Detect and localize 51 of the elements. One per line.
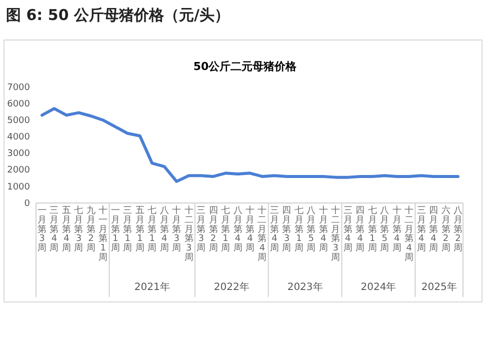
x-tick-label: 十二月第3周	[184, 205, 194, 263]
x-tick-label: 四月第3周	[282, 206, 292, 254]
x-tick-label: 三月第3周	[196, 206, 206, 254]
y-tick-label: 2000	[7, 166, 30, 176]
x-tick-label: 七月第1周	[294, 205, 304, 254]
x-tick-label: 三月第4周	[343, 206, 352, 254]
x-tick-label: 十一月第1周	[98, 205, 108, 263]
text: 2025年	[421, 281, 457, 293]
y-tick-label: 6000	[7, 99, 30, 110]
y-tick-label: 5000	[7, 116, 30, 126]
x-tick-label: 三月第1周	[123, 206, 132, 254]
x-tick-label: 十月第3周	[172, 205, 182, 254]
x-tick-label: 四月第2周	[208, 206, 218, 254]
x-tick-label: 六月第2周	[441, 205, 450, 254]
y-tick-label: 3000	[7, 149, 30, 160]
y-tick-label: 7000	[7, 82, 30, 93]
x-tick-label: 八月第5周	[380, 205, 390, 254]
chart-title: 图 6: 50 公斤母猪价格（元/头）	[6, 6, 230, 24]
x-tick-label: 十二月第4周	[404, 205, 414, 263]
x-tick-label: 五月第1周	[135, 206, 144, 254]
y-tick-label: 1000	[7, 182, 30, 192]
text: 2021年	[134, 281, 170, 293]
text: 2023年	[287, 281, 323, 293]
x-tick-label: 一月第3周	[38, 206, 46, 254]
x-tick-label: 七月第1周	[368, 205, 377, 254]
x-tick-label: 八月第4周	[233, 205, 242, 254]
x-tick-label: 七月第1周	[221, 205, 230, 254]
x-tick-label: 三月第4周	[50, 206, 59, 254]
x-tick-label: 三月第4周	[416, 206, 426, 254]
x-tick-label: 五月第4周	[62, 206, 71, 254]
line-series	[40, 107, 460, 183]
x-tick-label: 十月第4周	[246, 205, 254, 254]
x-tick-label: 八月第5周	[306, 205, 316, 254]
x-tick-label: 一月第1周	[110, 206, 120, 254]
x-tick-label: 九月第2周	[86, 205, 96, 254]
chart-subtitle: 50公斤二元母猪价格	[193, 60, 298, 73]
x-tick-label: 十月第4周	[392, 205, 402, 254]
x-tick-label: 四月第4周	[429, 206, 438, 254]
x-tick-label: 八月第4周	[160, 205, 169, 254]
x-tick-label: 十二月第4周	[258, 205, 267, 263]
x-tick-label: 四月第4周	[356, 206, 365, 254]
text: 2024年	[360, 281, 396, 293]
y-tick-label: 0	[24, 198, 30, 209]
x-tick-label: 七月第3周	[74, 205, 84, 254]
text: 2022年	[214, 281, 250, 293]
x-tick-label: 八月第2周	[454, 205, 462, 254]
x-tick-label: 七月第1周	[148, 205, 157, 254]
x-tick-label: 三月第4周	[270, 206, 279, 254]
x-tick-label: 十月第4周	[318, 205, 328, 254]
x-tick-label: 十二月第3周	[331, 205, 340, 263]
y-tick-label: 4000	[7, 132, 30, 143]
